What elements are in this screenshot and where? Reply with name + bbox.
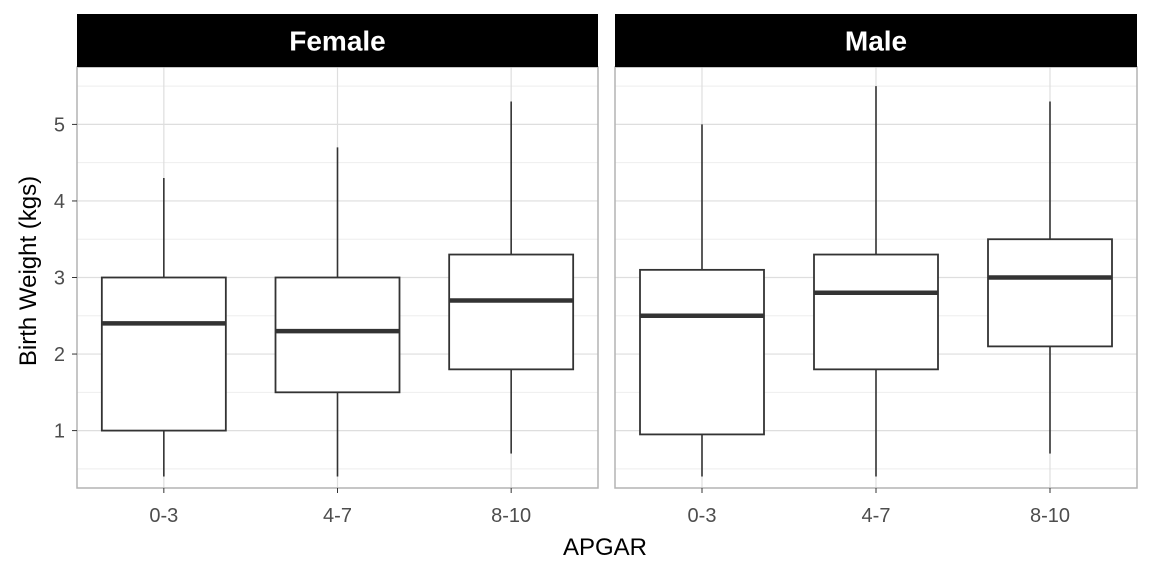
y-axis-title: Birth Weight (kgs) bbox=[15, 176, 42, 366]
facet-strip bbox=[77, 14, 598, 67]
x-tick-label: 4-7 bbox=[862, 505, 891, 527]
box-iqr bbox=[274, 276, 401, 394]
box-iqr bbox=[448, 253, 575, 371]
facet-female: Female 0-3 4-7 8-10 bbox=[76, 14, 599, 527]
box-4-7 bbox=[813, 86, 939, 477]
y-tick-label: 2 bbox=[54, 344, 65, 366]
facets-layer: Female 0-3 4-7 8-10 Male 0-3 4-7 8-10 bbox=[76, 14, 1138, 527]
x-tick-label: 0-3 bbox=[149, 505, 178, 527]
y-tick-label: 1 bbox=[54, 421, 65, 443]
box-4-7 bbox=[274, 147, 401, 477]
facet-strip-label: Female bbox=[289, 26, 386, 57]
x-axis-title: APGAR bbox=[563, 534, 647, 561]
box-8-10 bbox=[987, 101, 1113, 454]
box-0-3 bbox=[100, 177, 227, 477]
box-iqr bbox=[987, 238, 1113, 348]
box-8-10 bbox=[448, 101, 575, 454]
box-iqr bbox=[100, 276, 227, 432]
x-tick-label: 4-7 bbox=[323, 505, 352, 527]
x-tick-label: 8-10 bbox=[1030, 505, 1070, 527]
box-0-3 bbox=[639, 124, 765, 477]
facet-strip bbox=[615, 14, 1137, 67]
y-tick-label: 3 bbox=[54, 268, 65, 290]
box-iqr bbox=[813, 253, 939, 371]
x-tick-label: 0-3 bbox=[688, 505, 717, 527]
y-tick-label: 5 bbox=[54, 114, 65, 136]
box-iqr bbox=[639, 268, 765, 436]
y-tick-label: 4 bbox=[54, 191, 65, 213]
y-axis: 1 2 3 4 5 bbox=[54, 114, 77, 443]
facet-male: Male 0-3 4-7 8-10 bbox=[614, 14, 1138, 527]
x-tick-label: 8-10 bbox=[491, 505, 531, 527]
facet-strip-label: Male bbox=[845, 26, 907, 57]
